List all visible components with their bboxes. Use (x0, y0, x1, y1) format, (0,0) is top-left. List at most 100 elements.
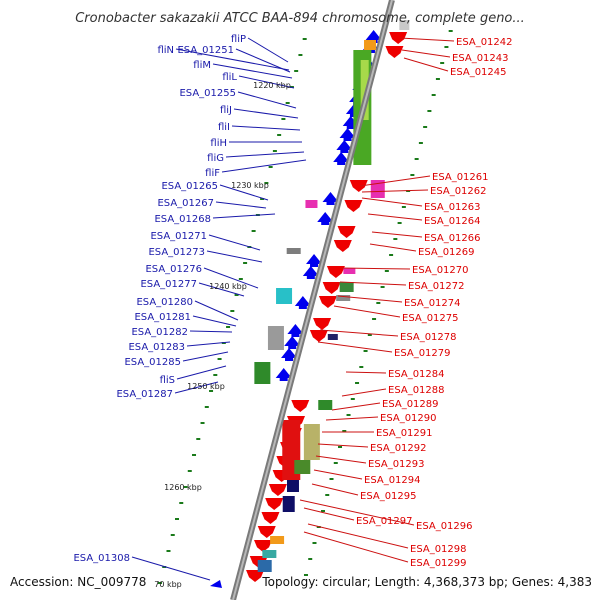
gene-label[interactable]: ESA_01296 (416, 521, 473, 532)
tick-mark (157, 582, 162, 584)
label-leader (186, 341, 231, 347)
label-leader (203, 267, 259, 289)
label-leader (311, 483, 359, 496)
gene-label[interactable]: ESA_01276 (145, 264, 202, 275)
gene-arrow (326, 266, 345, 278)
tick-mark (376, 302, 381, 304)
label-leaders (131, 37, 455, 581)
gene-label[interactable]: ESA_01281 (134, 312, 191, 323)
gene-label[interactable]: fliN (157, 45, 174, 56)
tick-mark (312, 542, 317, 544)
gene-label[interactable]: ESA_01277 (140, 279, 197, 290)
feature-block (270, 536, 285, 544)
gene-label[interactable]: ESA_01266 (424, 233, 481, 244)
label-leader (341, 388, 387, 397)
gene-label[interactable]: ESA_01273 (148, 247, 205, 258)
gene-label[interactable]: ESA_01290 (380, 413, 437, 424)
gene-label[interactable]: ESA_01292 (370, 443, 427, 454)
gene-label[interactable]: ESA_01271 (150, 231, 207, 242)
gene-label[interactable]: ESA_01264 (424, 216, 481, 227)
gene-label[interactable]: ESA_01280 (136, 297, 193, 308)
gene-label[interactable]: fliM (193, 60, 211, 71)
gene-label[interactable]: ESA_01298 (410, 544, 467, 555)
label-leader (212, 213, 276, 219)
gene-arrow (281, 348, 298, 361)
gene-label[interactable]: ESA_01261 (432, 172, 489, 183)
gene-labels[interactable]: fliP fliN ESA_01251 fliM fliL ESA_01255 fliJ fl… (73, 34, 512, 569)
gene-label[interactable]: ESA_01268 (154, 214, 211, 225)
gene-label[interactable]: fliS (160, 375, 175, 386)
gene-label[interactable]: ESA_01282 (131, 327, 188, 338)
gene-label[interactable]: ESA_01243 (452, 53, 509, 64)
tick-mark (264, 182, 269, 184)
gene-label[interactable]: fliH (210, 138, 227, 149)
gene-arrow (322, 282, 341, 294)
topology-label: Topology: circular; Length: 4,368,373 bp… (261, 575, 592, 589)
tick-mark (329, 478, 334, 480)
gene-label[interactable]: ESA_01242 (456, 37, 513, 48)
gene-label[interactable]: ESA_01274 (404, 298, 461, 309)
gene-arrow (333, 152, 350, 165)
label-leader (371, 231, 423, 238)
gene-label[interactable]: ESA_01287 (116, 389, 173, 400)
feature-block (267, 326, 284, 350)
gene-arrow (313, 318, 332, 330)
scale-label: 1220 kbp (253, 81, 291, 90)
tick-mark (226, 326, 231, 328)
gene-label[interactable]: ESA_01245 (450, 67, 507, 78)
label-leader (208, 234, 261, 251)
gene-label[interactable]: ESA_01288 (388, 385, 445, 396)
gene-label[interactable]: ESA_01284 (388, 369, 445, 380)
gene-arrow (385, 46, 404, 58)
gene-label[interactable]: ESA_01279 (394, 348, 451, 359)
gene-label[interactable]: ESA_01299 (410, 558, 467, 569)
gene-label[interactable]: ESA_01270 (412, 265, 469, 276)
gene-label[interactable]: ESA_01267 (157, 198, 214, 209)
gene-label[interactable]: ESA_01289 (382, 399, 439, 410)
gene-label[interactable]: fliL (222, 72, 237, 83)
tick-mark (175, 518, 179, 520)
gene-label[interactable]: ESA_01275 (402, 313, 459, 324)
gene-arrow (291, 400, 310, 412)
label-leader (194, 300, 239, 321)
gene-label[interactable]: ESA_01262 (430, 186, 487, 197)
label-leader (315, 455, 367, 464)
label-leader (225, 151, 305, 158)
gene-label[interactable]: ESA_01295 (360, 491, 417, 502)
tick-mark (277, 134, 282, 136)
gene-label[interactable]: fliP (231, 34, 246, 45)
gene-label[interactable]: ESA_01293 (368, 459, 425, 470)
tick-mark (427, 110, 432, 112)
scale-label: 1240 kbp (209, 282, 247, 291)
gene-label[interactable]: fliJ (220, 105, 232, 116)
gene-label[interactable]: ESA_01263 (424, 202, 481, 213)
gene-label[interactable]: ESA_01251 (177, 45, 234, 56)
gene-arrow (306, 254, 323, 267)
gene-arrow (268, 484, 287, 496)
gene-label[interactable]: fliI (218, 122, 230, 133)
gene-label[interactable]: ESA_01291 (376, 428, 433, 439)
gene-arrow (261, 512, 280, 524)
gene-label[interactable]: ESA_01297 (356, 516, 413, 527)
gene-label[interactable]: fliG (207, 153, 224, 164)
gene-label[interactable]: ESA_01283 (128, 342, 185, 353)
gene-label[interactable]: ESA_01269 (418, 247, 475, 258)
label-leader (399, 37, 455, 42)
gene-arrow (337, 226, 356, 238)
tick-mark (372, 318, 377, 320)
label-leader (339, 281, 407, 286)
gene-label[interactable]: ESA_01265 (161, 181, 218, 192)
label-leader (192, 315, 237, 327)
gene-label[interactable]: ESA_01294 (364, 475, 421, 486)
feature-block (282, 496, 295, 512)
label-leader (307, 523, 409, 549)
gene-label[interactable]: ESA_01278 (400, 332, 457, 343)
gene-label[interactable]: ESA_01285 (124, 357, 181, 368)
gene-label[interactable]: ESA_01308 (73, 553, 130, 564)
label-leader (317, 443, 369, 448)
feature-block (294, 460, 311, 474)
tick-mark (209, 390, 214, 392)
gene-label[interactable]: ESA_01272 (408, 281, 465, 292)
gene-label[interactable]: ESA_01255 (179, 88, 236, 99)
gene-label[interactable]: fliF (205, 168, 220, 179)
